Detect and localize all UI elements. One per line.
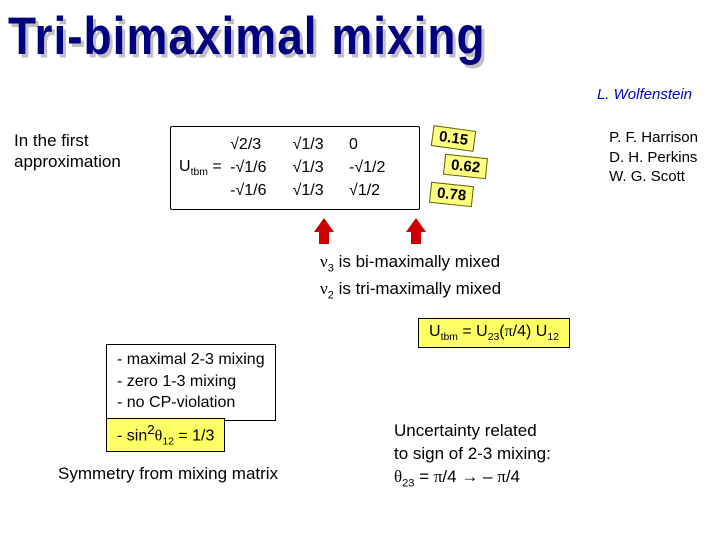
theta-symbol: θ	[394, 467, 402, 486]
uncert-sub: 23	[402, 477, 414, 489]
uncertainty-text: Uncertainty related to sign of 2-3 mixin…	[394, 420, 551, 491]
eq-u1: U	[429, 323, 441, 340]
arrow-stem	[411, 230, 421, 244]
author-1: P. F. Harrison	[609, 128, 698, 148]
uncert-mid4: /4	[506, 467, 520, 486]
m-c2r2: √1/3	[293, 156, 345, 179]
matrix-eq: =	[208, 158, 222, 175]
m-c1r2: -√1/6	[230, 156, 288, 179]
m-c1r3: -√1/6	[230, 179, 288, 202]
matrix-col2: √1/3 √1/3 √1/3	[293, 133, 345, 203]
sin-sub: 12	[162, 437, 174, 448]
matrix-col1: √2/3 -√1/6 -√1/6	[230, 133, 288, 203]
pi-symbol: π	[497, 467, 506, 486]
nu-symbol: ν	[320, 279, 328, 298]
bullet-1: - maximal 2-3 mixing	[117, 349, 265, 371]
bullet-2: - zero 1-3 mixing	[117, 371, 265, 393]
m-c3r2: -√1/2	[349, 156, 411, 179]
mix-line-1: ν3 is bi-maximally mixed	[320, 250, 501, 277]
right-arrow-icon: →	[461, 467, 478, 486]
uncert-l3: θ23 = π/4 → – π/4	[394, 466, 551, 491]
eq-sub3: 12	[547, 332, 559, 343]
matrix-cols: √2/3 -√1/6 -√1/6 √1/3 √1/3 √1/3 0 -√1/2 …	[230, 133, 411, 203]
author-top: L. Wolfenstein	[597, 86, 692, 103]
mix-line-2: ν2 is tri-maximally mixed	[320, 277, 501, 304]
m-c3r3: √1/2	[349, 179, 411, 202]
slide-title: Tri-bimaximal mixing	[0, 0, 720, 67]
uncert-mid1: =	[414, 467, 433, 486]
tag-015: 0.15	[431, 125, 477, 152]
authors-right: P. F. Harrison D. H. Perkins W. G. Scott	[609, 128, 698, 187]
arrow-stem	[319, 230, 329, 244]
matrix-lhs: Utbm =	[179, 155, 222, 180]
eq-mid1: = U	[458, 323, 488, 340]
sin-sup: 2	[147, 422, 154, 437]
tag-062: 0.62	[443, 154, 488, 179]
uncert-l2: to sign of 2-3 mixing:	[394, 443, 551, 466]
matrix-box: Utbm = √2/3 -√1/6 -√1/6 √1/3 √1/3 √1/3 0…	[170, 126, 420, 210]
sin-pre: - sin	[117, 427, 147, 444]
m-c1r1: √2/3	[230, 133, 288, 156]
tag-078: 0.78	[429, 182, 474, 207]
matrix-col3: 0 -√1/2 √1/2	[349, 133, 411, 203]
mix1-text: is bi-maximally mixed	[334, 252, 500, 271]
nu-symbol: ν	[320, 252, 328, 271]
approx-l2: approximation	[14, 152, 121, 171]
uncert-l1: Uncertainty related	[394, 420, 551, 443]
sin-rest: = 1/3	[174, 427, 214, 444]
matrix-sub: tbm	[191, 167, 208, 178]
bullet-3: - no CP-violation	[117, 392, 265, 414]
eq-sub1: tbm	[441, 332, 458, 343]
eq-sub2: 23	[488, 332, 500, 343]
m-c3r1: 0	[349, 133, 411, 156]
author-2: D. H. Perkins	[609, 148, 698, 168]
uncert-mid3: –	[478, 467, 497, 486]
mix2-text: is tri-maximally mixed	[334, 279, 501, 298]
approx-l1: In the first	[14, 131, 89, 150]
mix-lines: ν3 is bi-maximally mixed ν2 is tri-maxim…	[320, 250, 501, 304]
m-c2r3: √1/3	[293, 179, 345, 202]
author-3: W. G. Scott	[609, 167, 698, 187]
bullets-box: - maximal 2-3 mixing - zero 1-3 mixing -…	[106, 344, 276, 421]
pi-symbol: π	[505, 323, 513, 340]
sin-box: - sin2θ12 = 1/3	[106, 418, 225, 452]
uncert-mid2: /4	[442, 467, 461, 486]
approx-label: In the first approximation	[14, 130, 121, 173]
m-c2r1: √1/3	[293, 133, 345, 156]
symmetry-line: Symmetry from mixing matrix	[58, 464, 278, 484]
matrix-u: U	[179, 158, 191, 175]
eq-mid3: /4) U	[513, 323, 548, 340]
utbm-eq-box: Utbm = U23(π/4) U12	[418, 318, 570, 348]
